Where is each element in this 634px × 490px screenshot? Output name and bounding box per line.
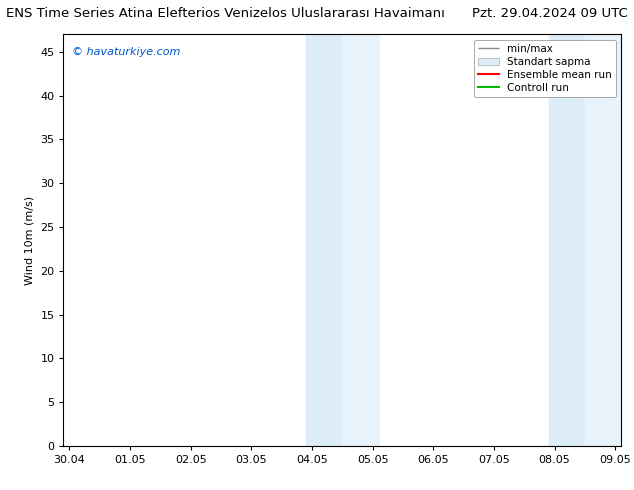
Text: © havaturkiye.com: © havaturkiye.com	[72, 47, 180, 57]
Bar	[548, 34, 585, 446]
Y-axis label: Wind 10m (m/s): Wind 10m (m/s)	[25, 196, 35, 285]
Legend: min/max, Standart sapma, Ensemble mean run, Controll run: min/max, Standart sapma, Ensemble mean r…	[474, 40, 616, 97]
Bar	[306, 34, 342, 446]
Bar	[342, 34, 378, 446]
Text: Pzt. 29.04.2024 09 UTC: Pzt. 29.04.2024 09 UTC	[472, 7, 628, 21]
Bar	[585, 34, 621, 446]
Text: ENS Time Series Atina Elefterios Venizelos Uluslararası Havaimanı: ENS Time Series Atina Elefterios Venizel…	[6, 7, 445, 21]
